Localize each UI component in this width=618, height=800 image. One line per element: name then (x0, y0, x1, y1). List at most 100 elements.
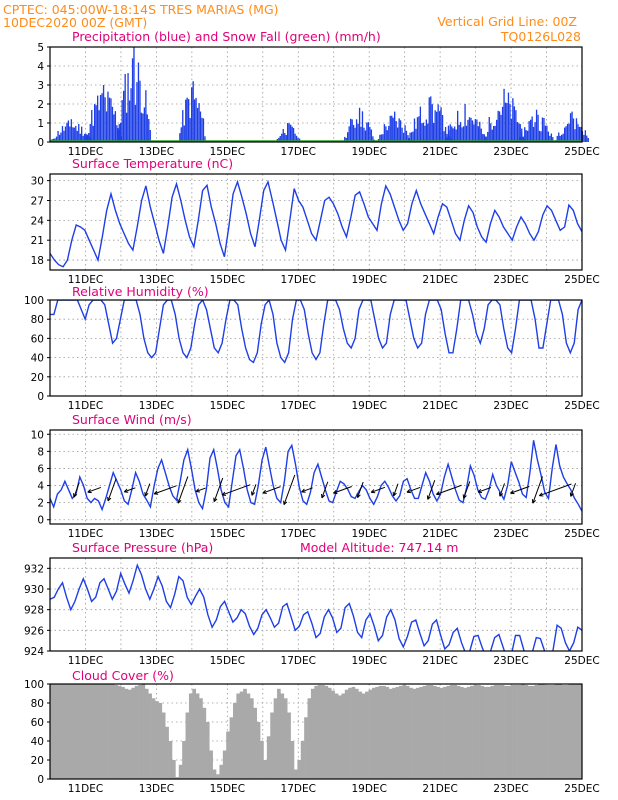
cloud-bar (575, 684, 579, 779)
cloud-bar (249, 698, 254, 780)
precip-bar (518, 123, 520, 142)
precip-bar (70, 119, 73, 142)
precip-bar (133, 47, 135, 142)
precip-bar (482, 134, 484, 142)
precip-bar (394, 111, 396, 142)
precip-bar (128, 100, 131, 142)
precip-bar (485, 136, 487, 142)
panel-border (49, 557, 583, 652)
cloud-bar (314, 685, 318, 779)
cloud-bar (168, 741, 173, 779)
precip-bar (525, 130, 527, 142)
cloud-bar (155, 701, 159, 779)
pressure-panel: 924 926 928 930 932 11DEC 13DEC 15DEC 17DEC 19DEC… (24, 557, 600, 667)
wind-title: Surface Wind (m/s) (72, 412, 192, 427)
y-tick-label: 0 (37, 391, 44, 403)
precip-bar (91, 110, 93, 142)
cloud-bar (114, 685, 119, 779)
x-tick-label: 17DEC (281, 528, 316, 540)
precip-bar (388, 125, 390, 142)
x-tick-label: 25DEC (564, 655, 599, 667)
precip-bar (140, 112, 143, 142)
wind-arrow (195, 487, 206, 493)
precip-bar (471, 120, 474, 142)
y-tick-label: 0 (37, 137, 44, 149)
precip-bar (58, 134, 61, 142)
x-tick-label: 19DEC (351, 783, 386, 795)
cloud-bar (548, 685, 552, 779)
y-tick-label: 8 (37, 446, 44, 458)
cloud-bar (497, 685, 501, 779)
precip-bar (477, 126, 480, 142)
cloud-bar (216, 774, 220, 780)
cloud-bar (392, 687, 396, 779)
precip-bar (370, 129, 373, 142)
precip-bar (467, 119, 469, 142)
precip-bar (455, 129, 457, 142)
precip-bar (102, 85, 105, 142)
cloud-bar (283, 698, 288, 780)
cloud-bar (138, 685, 142, 779)
precip-bar (458, 124, 460, 142)
y-tick-label: 924 (24, 646, 44, 658)
precip-bar (397, 127, 399, 142)
precip-bar (476, 119, 478, 142)
cloud-bar (395, 686, 400, 779)
precip-bar (189, 118, 191, 142)
precip-bar (444, 126, 447, 142)
header-grid-note: Vertical Grid Line: 00Z (437, 14, 577, 29)
x-tick-label: 21DEC (422, 528, 457, 540)
cloud-bar (487, 686, 491, 779)
precip-bar (431, 104, 433, 142)
x-tick-label: 21DEC (422, 400, 457, 412)
cloud-bar (226, 731, 230, 779)
precip-bar (461, 127, 463, 142)
x-tick-label: 23DEC (493, 783, 528, 795)
precip-bar (292, 128, 295, 142)
cloud-bar (290, 741, 295, 779)
cloud-bar (56, 684, 61, 779)
precip-bar (345, 137, 347, 142)
y-tick-label: 6 (37, 463, 44, 475)
precip-bar (182, 110, 184, 142)
pressure-altitude: Model Altitude: 747.14 m (300, 540, 458, 555)
precip-bar (574, 129, 576, 142)
panel-border (49, 173, 583, 271)
cloud-bar (317, 685, 322, 779)
cloud-bar (460, 686, 464, 779)
cloud-bar (127, 689, 132, 779)
precip-bar (76, 130, 78, 142)
x-tick-label: 25DEC (564, 400, 599, 412)
precip-bar (73, 127, 75, 142)
precip-bar (127, 73, 129, 142)
temperature-line-group (50, 179, 582, 268)
precip-bar (361, 111, 364, 142)
cloud-bar (321, 685, 325, 779)
precip-bar (199, 111, 202, 142)
cloud-bar (266, 736, 271, 780)
cloud-bar (354, 688, 359, 780)
panel-border (49, 429, 583, 525)
y-tick-label: 30 (31, 176, 44, 188)
cloud-bar (558, 684, 562, 779)
cloud-bar (534, 685, 539, 779)
precip-bar (78, 124, 80, 142)
precip-bar (468, 117, 471, 142)
wind-arrow (251, 484, 257, 496)
precip-bar (139, 80, 141, 142)
x-tick-label: 17DEC (281, 146, 316, 158)
precip-bar (297, 138, 299, 142)
precip-bar (123, 90, 125, 142)
precip-bar (55, 136, 58, 142)
precip-bar (97, 95, 99, 142)
cloud-bar (70, 684, 75, 779)
wind-arrow (177, 476, 189, 504)
wind-arrow (123, 487, 136, 493)
precip-bar (404, 125, 406, 142)
precip-bar (457, 110, 459, 142)
cloud-bar (476, 685, 481, 779)
cloud-bar (158, 703, 163, 779)
y-tick-label: 100 (24, 679, 44, 691)
y-tick-label: 2 (37, 498, 44, 510)
